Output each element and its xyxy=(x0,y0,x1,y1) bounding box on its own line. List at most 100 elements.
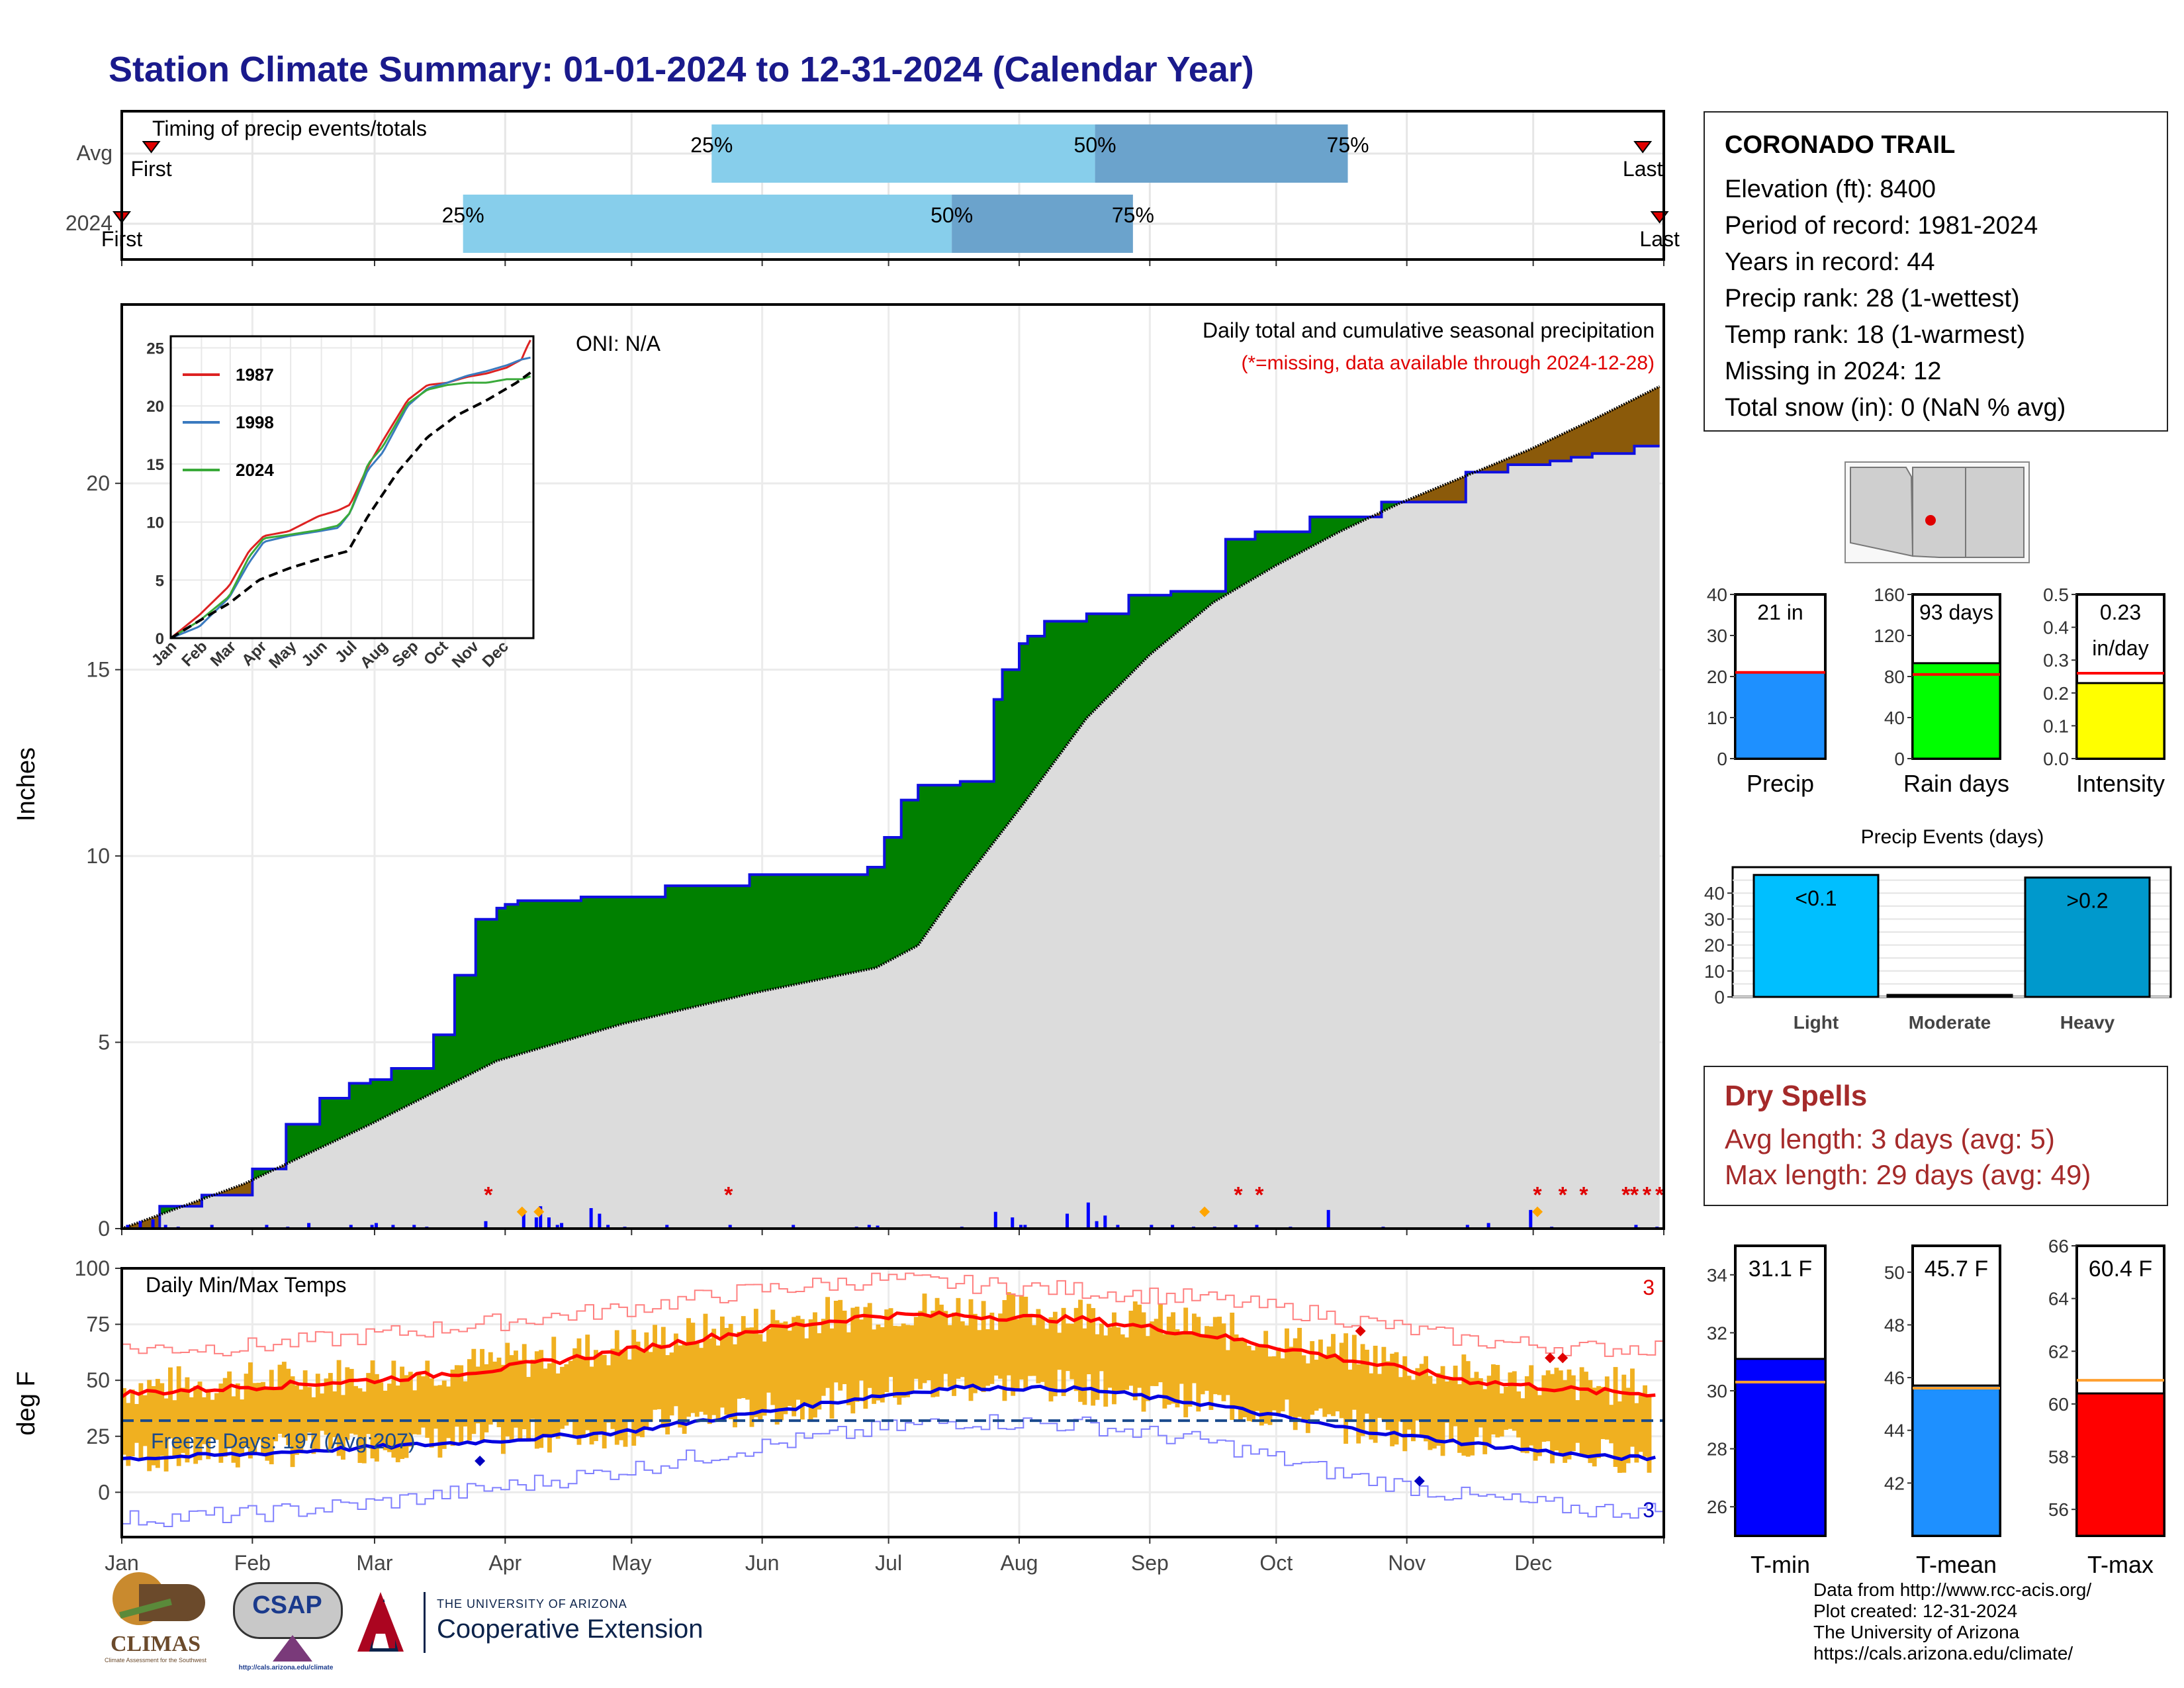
daily-temp-bar xyxy=(1490,1364,1496,1434)
daily-temp-bar xyxy=(1166,1317,1171,1405)
daily-temp-bar xyxy=(707,1338,712,1425)
temp-panel-border xyxy=(120,1267,1665,1538)
daily-temp-bar xyxy=(1579,1367,1584,1457)
daily-precip-bar xyxy=(555,1225,559,1229)
daily-temp-bar xyxy=(981,1301,986,1392)
daily-temp-bar xyxy=(168,1367,173,1438)
precip-ytick-label: 5 xyxy=(98,1031,110,1055)
daily-precip-bar xyxy=(1116,1225,1120,1229)
daily-temp-bar xyxy=(1453,1366,1458,1427)
daily-temp-bar xyxy=(328,1373,333,1450)
daily-temp-bar xyxy=(1285,1328,1289,1400)
mini-bar-ytick-label: 0.3 xyxy=(2043,650,2069,671)
avg-max-line xyxy=(120,1310,1656,1399)
mini-bar-ytick-label: 160 xyxy=(1874,585,1905,605)
daily-temp-bar xyxy=(846,1332,851,1405)
daily-temp-bar xyxy=(1449,1377,1454,1443)
daily-temp-bar xyxy=(488,1352,493,1425)
mini-bar-ytick-label: 0.2 xyxy=(2043,683,2069,704)
daily-temp-bar xyxy=(1179,1333,1184,1384)
daily-temp-bar xyxy=(302,1370,308,1441)
freeze-days-label: Freeze Days: 197 (Avg:207) xyxy=(151,1429,416,1453)
timing-pct-label: 25% xyxy=(690,133,733,157)
mini-bar-ytick-label: 30 xyxy=(1707,626,1727,646)
daily-temp-bar xyxy=(433,1385,438,1429)
daily-temp-bar xyxy=(1183,1307,1189,1418)
daily-temp-bar xyxy=(943,1311,948,1374)
inset-line-1987 xyxy=(170,340,531,639)
daily-temp-bar xyxy=(379,1382,384,1446)
daily-temp-bar xyxy=(1495,1364,1500,1438)
daily-temp-bar xyxy=(441,1380,447,1449)
daily-temp-bar xyxy=(1520,1398,1525,1453)
daily-temp-bar xyxy=(909,1325,915,1394)
station-name: CORONADO TRAIL xyxy=(1725,131,1956,159)
daily-temp-bar xyxy=(1440,1366,1445,1456)
daily-temp-bar xyxy=(774,1320,780,1425)
first-event-marker xyxy=(142,141,161,154)
daily-temp-bar xyxy=(804,1338,809,1405)
daily-temp-bar xyxy=(787,1331,792,1406)
footer-created: Plot created: 12-31-2024 xyxy=(1813,1601,2018,1621)
daily-temp-bar xyxy=(1335,1355,1340,1412)
temp-bar-value xyxy=(1911,1384,2001,1537)
daily-precip-bar xyxy=(1086,1202,1090,1229)
temp-bar-ytick-label: 44 xyxy=(1884,1421,1905,1441)
precip-events-bar-label: <0.1 xyxy=(1795,886,1837,910)
daily-temp-bar xyxy=(1550,1374,1555,1464)
daily-temp-bar xyxy=(307,1387,312,1433)
daily-precip-bar xyxy=(138,1221,142,1229)
daily-temp-bar xyxy=(968,1299,974,1401)
daily-temp-bar xyxy=(972,1313,978,1393)
daily-temp-bar xyxy=(1196,1317,1201,1412)
temp-bar-value xyxy=(1734,1358,1827,1537)
month-label: Feb xyxy=(234,1551,271,1575)
daily-temp-bar xyxy=(446,1386,451,1438)
daily-temp-bar xyxy=(813,1312,817,1418)
daily-temp-bar xyxy=(1267,1356,1273,1425)
daily-temp-bar xyxy=(610,1348,615,1429)
event-diamond-marker xyxy=(533,1206,545,1217)
daily-temp-bar xyxy=(572,1348,578,1438)
temp-bar-ytick-label: 26 xyxy=(1707,1497,1727,1517)
temp-panel-title: Daily Min/Max Temps xyxy=(146,1273,346,1297)
daily-temp-bar xyxy=(130,1389,135,1457)
daily-temp-bar xyxy=(1486,1376,1492,1447)
oni-label: ONI: N/A xyxy=(576,332,661,355)
daily-temp-bar xyxy=(888,1308,893,1378)
daily-temp-bar xyxy=(252,1383,257,1452)
daily-temp-bar xyxy=(1563,1380,1568,1463)
daily-temp-bar xyxy=(214,1393,219,1440)
mini-bar-name: Rain days xyxy=(1903,770,2009,797)
missing-day-marker: * xyxy=(1234,1183,1243,1208)
record-max-line xyxy=(122,1272,1664,1357)
station-precip-rank: Precip rank: 28 (1-wettest) xyxy=(1725,285,2020,312)
daily-temp-bar xyxy=(1078,1299,1083,1402)
month-label: Jan xyxy=(105,1551,139,1575)
daily-temp-bar xyxy=(648,1352,653,1422)
daily-precip-bar xyxy=(1150,1225,1154,1229)
daily-temp-bar xyxy=(568,1360,573,1420)
timing-panel-border xyxy=(120,110,1665,261)
daily-temp-bar xyxy=(1617,1401,1622,1474)
missing-day-marker: * xyxy=(1643,1183,1652,1208)
mini-bar-value-label: 93 days xyxy=(1919,600,1993,624)
temp-bar-name: T-min xyxy=(1751,1551,1810,1578)
daily-temp-bar xyxy=(1499,1393,1504,1437)
map-state-west xyxy=(1850,467,1914,557)
daily-temp-bar xyxy=(783,1321,788,1415)
daily-temp-bar xyxy=(1314,1360,1319,1411)
daily-temp-bar xyxy=(956,1297,961,1379)
mini-bar-value xyxy=(2075,682,2165,760)
missing-day-marker: * xyxy=(1579,1183,1588,1208)
daily-temp-bar xyxy=(1625,1387,1631,1464)
daily-temp-bar xyxy=(829,1328,835,1419)
record-low-marker xyxy=(1414,1476,1425,1487)
daily-temp-bar xyxy=(475,1366,480,1424)
avg-min-line xyxy=(121,1383,1656,1462)
daily-temp-bar xyxy=(155,1379,160,1468)
daily-temp-bar xyxy=(623,1349,628,1447)
daily-temp-bar xyxy=(1529,1365,1534,1446)
daily-temp-bar xyxy=(172,1400,177,1458)
month-label: Dec xyxy=(1514,1551,1552,1575)
